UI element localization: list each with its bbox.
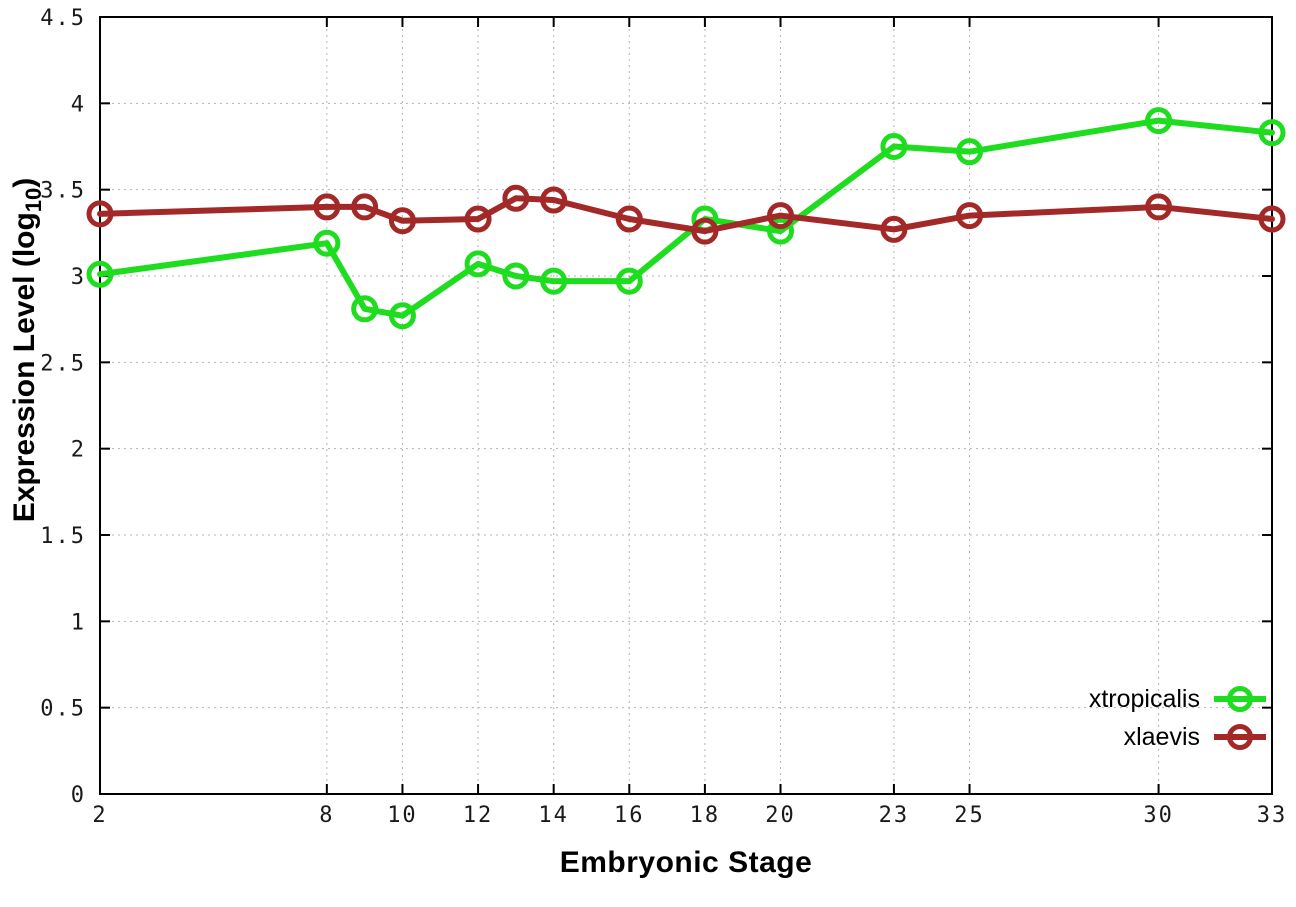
- x-tick-label: 16: [614, 803, 645, 828]
- data-point-marker-xlaevis: [313, 193, 341, 221]
- y-tick-label: 1: [71, 610, 86, 635]
- data-point-marker-xtropicalis: [388, 302, 416, 330]
- x-tick-label: 33: [1257, 803, 1288, 828]
- data-point-marker-xtropicalis: [313, 229, 341, 257]
- data-point-marker-xtropicalis: [86, 260, 114, 288]
- data-point-marker-xlaevis: [502, 184, 530, 212]
- data-point-marker-xtropicalis: [615, 267, 643, 295]
- y-tick-label: 0.5: [40, 697, 86, 722]
- legend-line-marker-icon: [1214, 724, 1266, 750]
- x-tick-label: 30: [1143, 803, 1174, 828]
- series-line-xlaevis: [97, 195, 1275, 235]
- data-point-marker-xlaevis: [956, 202, 984, 230]
- data-point-marker-xtropicalis: [464, 250, 492, 278]
- x-tick-label: 2: [92, 803, 107, 828]
- data-point-marker-xlaevis: [880, 215, 908, 243]
- legend-line-marker-icon: [1214, 686, 1266, 712]
- data-point-marker-xlaevis: [615, 205, 643, 233]
- legend-item-xlaevis: xlaevis: [1124, 721, 1266, 753]
- x-tick-label: 10: [387, 803, 418, 828]
- x-tick-label: 8: [319, 803, 334, 828]
- y-axis-title-subscript: 10: [21, 187, 46, 213]
- y-tick-label: 3: [71, 265, 86, 290]
- data-point-marker-xtropicalis: [1258, 119, 1286, 147]
- data-point-marker-xlaevis: [1258, 205, 1286, 233]
- y-tick-label: 4.5: [40, 6, 86, 31]
- tick-labels: 2 8 10 12 14 16 18 20 23 25 30 33 0 0.5 1 1.5 2 2.5 3 3.5 4 4…: [40, 6, 1288, 828]
- data-point-marker-xtropicalis: [1145, 107, 1173, 135]
- data-point-marker-xlaevis: [351, 193, 379, 221]
- y-tick-label: 0: [71, 783, 86, 808]
- x-tick-label: 25: [954, 803, 985, 828]
- x-tick-label: 20: [765, 803, 796, 828]
- legend-item-xtropicalis: xtropicalis: [1089, 683, 1266, 715]
- data-point-marker-xtropicalis: [767, 217, 795, 245]
- data-point-marker-xlaevis: [691, 217, 719, 245]
- x-tick-label: 12: [463, 803, 494, 828]
- data-point-marker-xlaevis: [86, 200, 114, 228]
- y-axis-title-text: Expression Level (log: [8, 212, 41, 523]
- legend: xtropicalis xlaevis: [1089, 683, 1266, 753]
- x-tick-label: 14: [538, 803, 569, 828]
- data-series: [86, 107, 1286, 330]
- plot-border-rect: [99, 16, 1273, 795]
- data-point-marker-xtropicalis: [956, 138, 984, 166]
- data-point-marker-xtropicalis: [502, 262, 530, 290]
- y-tick-label: 4: [71, 92, 86, 117]
- data-point-marker-xtropicalis: [351, 295, 379, 323]
- data-point-marker-xlaevis: [540, 186, 568, 214]
- data-point-marker-xtropicalis: [880, 133, 908, 160]
- y-tick-label: 2: [71, 438, 86, 463]
- y-axis-title-suffix: ): [8, 177, 41, 188]
- plot-border: [99, 16, 1273, 795]
- data-point-marker-xlaevis: [464, 205, 492, 233]
- data-point-marker-xlaevis: [388, 207, 416, 235]
- series-line-xtropicalis: [97, 117, 1275, 319]
- data-point-marker-xlaevis: [767, 202, 795, 230]
- y-tick-label: 3.5: [40, 179, 86, 204]
- x-tick-label: 18: [690, 803, 721, 828]
- y-tick-label: 1.5: [40, 524, 86, 549]
- data-point-marker-xtropicalis: [540, 267, 568, 295]
- y-tick-label: 2.5: [40, 351, 86, 376]
- x-axis-title: Embryonic Stage: [559, 846, 813, 879]
- legend-label: xlaevis: [1123, 723, 1200, 751]
- x-tick-label: 23: [879, 803, 910, 828]
- data-point-marker-xlaevis: [1145, 193, 1173, 221]
- legend-label: xtropicalis: [1088, 685, 1200, 713]
